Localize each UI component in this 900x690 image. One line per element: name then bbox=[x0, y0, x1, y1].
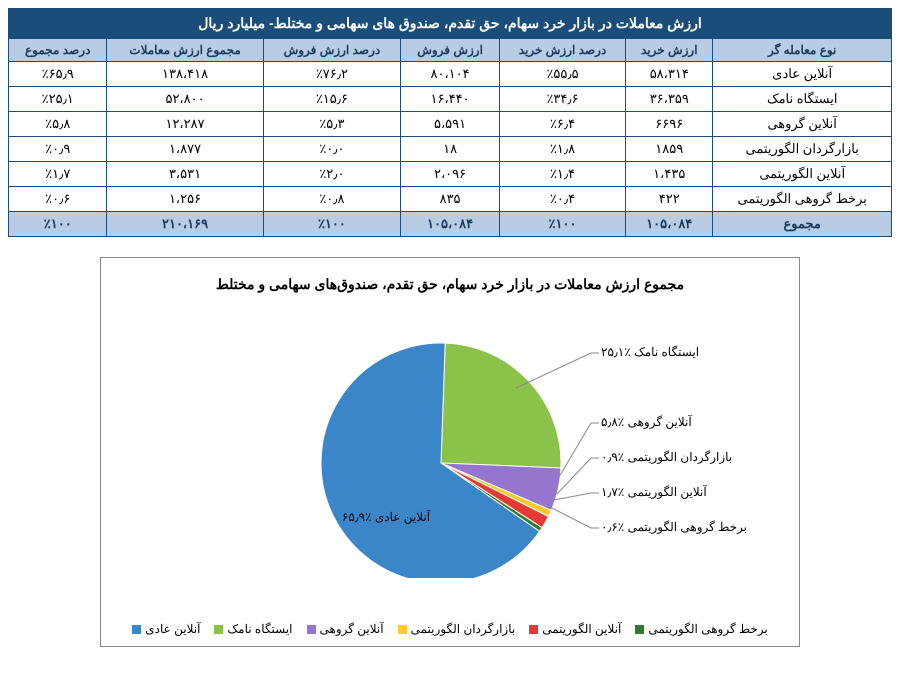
col-header: مجموع ارزش معاملات bbox=[107, 39, 263, 62]
table-cell: ۸۳۵ bbox=[401, 187, 500, 212]
table-cell: ۱۸۵۹ bbox=[626, 137, 713, 162]
table-cell: ٪۵۵٫۵ bbox=[499, 62, 625, 87]
table-cell: ٪۱٫۸ bbox=[499, 137, 625, 162]
table-cell: ٪۲۵٫۱ bbox=[9, 87, 107, 112]
table-cell: برخط گروهی الگوریتمی bbox=[713, 187, 892, 212]
table-row: برخط گروهی الگوریتمی۴۲۲٪۰٫۴۸۳۵٪۰٫۸۱،۲۵۶٪… bbox=[9, 187, 892, 212]
legend-swatch bbox=[214, 625, 223, 634]
legend-item: آنلاین الگوریتمی bbox=[529, 622, 621, 636]
legend-label: آنلاین گروهی bbox=[320, 622, 384, 636]
table-cell: ٪۵٫۸ bbox=[9, 112, 107, 137]
table-cell: آنلاین الگوریتمی bbox=[713, 162, 892, 187]
table-cell: ۱۸ bbox=[401, 137, 500, 162]
table-cell: بازارگردان الگوریتمی bbox=[713, 137, 892, 162]
table-cell: ۲،۰۹۶ bbox=[401, 162, 500, 187]
table-cell: ٪۰٫۹ bbox=[9, 137, 107, 162]
legend-item: ایستگاه نامک bbox=[214, 622, 292, 636]
table-cell: ٪۰٫۰ bbox=[263, 137, 401, 162]
pie-slice bbox=[441, 343, 561, 468]
footer-cell: ۱۰۵،۰۸۴ bbox=[401, 212, 500, 237]
legend-swatch bbox=[529, 625, 538, 634]
footer-cell: ۲۱۰،۱۶۹ bbox=[107, 212, 263, 237]
legend-label: آنلاین الگوریتمی bbox=[542, 622, 621, 636]
table-cell: ۶۶۹۶ bbox=[626, 112, 713, 137]
pie-inner-label: آنلاین عادی ٪۶۵٫۹ bbox=[326, 510, 446, 524]
pie-outer-label: ایستگاه نامک ٪۲۵٫۱ bbox=[601, 345, 699, 359]
table-cell: ۱،۲۵۶ bbox=[107, 187, 263, 212]
table-title: ارزش معاملات در بازار خرد سهام، حق تقدم،… bbox=[9, 9, 892, 39]
legend-label: آنلاین عادی bbox=[145, 622, 200, 636]
table-row: بازارگردان الگوریتمی۱۸۵۹٪۱٫۸۱۸٪۰٫۰۱،۸۷۷٪… bbox=[9, 137, 892, 162]
table-cell: ۳،۵۳۱ bbox=[107, 162, 263, 187]
table-footer-row: مجموع ۱۰۵،۰۸۴ ٪۱۰۰ ۱۰۵،۰۸۴ ٪۱۰۰ ۲۱۰،۱۶۹ … bbox=[9, 212, 892, 237]
legend-swatch bbox=[398, 625, 407, 634]
table-cell: ۳۶،۳۵۹ bbox=[626, 87, 713, 112]
col-header: درصد ارزش خرید bbox=[499, 39, 625, 62]
chart-legend: آنلاین عادی ایستگاه نامک آنلاین گروهی بازار… bbox=[101, 622, 799, 636]
table-cell: ٪۰٫۸ bbox=[263, 187, 401, 212]
legend-swatch bbox=[132, 625, 141, 634]
table-cell: آنلاین عادی bbox=[713, 62, 892, 87]
legend-item: بازارگردان الگوریتمی bbox=[398, 622, 516, 636]
table-cell: ٪۵٫۳ bbox=[263, 112, 401, 137]
table-cell: ٪۱٫۷ bbox=[9, 162, 107, 187]
col-header: ارزش فروش bbox=[401, 39, 500, 62]
table-cell: ۵۲،۸۰۰ bbox=[107, 87, 263, 112]
legend-item: برخط گروهی الگوریتمی bbox=[635, 622, 767, 636]
table-cell: ایستگاه نامک bbox=[713, 87, 892, 112]
table-cell: ٪۳۴٫۶ bbox=[499, 87, 625, 112]
table-cell: ۱۲،۲۸۷ bbox=[107, 112, 263, 137]
table-cell: ٪۱۵٫۶ bbox=[263, 87, 401, 112]
legend-label: برخط گروهی الگوریتمی bbox=[648, 622, 767, 636]
transactions-table: ارزش معاملات در بازار خرد سهام، حق تقدم،… bbox=[8, 8, 892, 237]
footer-cell: مجموع bbox=[713, 212, 892, 237]
table-row: آنلاین گروهی۶۶۹۶٪۶٫۴۵،۵۹۱٪۵٫۳۱۲،۲۸۷٪۵٫۸ bbox=[9, 112, 892, 137]
legend-item: آنلاین گروهی bbox=[307, 622, 384, 636]
table-cell: ۱،۴۳۵ bbox=[626, 162, 713, 187]
table-row: آنلاین الگوریتمی۱،۴۳۵٪۱٫۴۲،۰۹۶٪۲٫۰۳،۵۳۱٪… bbox=[9, 162, 892, 187]
table-cell: ۵،۵۹۱ bbox=[401, 112, 500, 137]
footer-cell: ٪۱۰۰ bbox=[9, 212, 107, 237]
table-row: ایستگاه نامک۳۶،۳۵۹٪۳۴٫۶۱۶،۴۴۰٪۱۵٫۶۵۲،۸۰۰… bbox=[9, 87, 892, 112]
chart-title: مجموع ارزش معاملات در بازار خرد سهام، حق… bbox=[101, 276, 799, 293]
table-cell: ٪۶٫۴ bbox=[499, 112, 625, 137]
table-cell: ۱۳۸،۴۱۸ bbox=[107, 62, 263, 87]
legend-label: ایستگاه نامک bbox=[227, 622, 292, 636]
footer-cell: ٪۱۰۰ bbox=[499, 212, 625, 237]
col-header: ارزش خرید bbox=[626, 39, 713, 62]
table-cell: ۸۰،۱۰۴ bbox=[401, 62, 500, 87]
legend-swatch bbox=[307, 625, 316, 634]
table-cell: ٪۰٫۴ bbox=[499, 187, 625, 212]
table-cell: ٪۶۵٫۹ bbox=[9, 62, 107, 87]
col-header: نوع معامله گر bbox=[713, 39, 892, 62]
table-cell: ۴۲۲ bbox=[626, 187, 713, 212]
col-header: درصد مجموع bbox=[9, 39, 107, 62]
table-cell: ٪۲٫۰ bbox=[263, 162, 401, 187]
table-cell: ۱۶،۴۴۰ bbox=[401, 87, 500, 112]
footer-cell: ٪۱۰۰ bbox=[263, 212, 401, 237]
legend-label: بازارگردان الگوریتمی bbox=[411, 622, 516, 636]
legend-swatch bbox=[635, 625, 644, 634]
pie-outer-label: آنلاین الگوریتمی ٪۱٫۷ bbox=[601, 485, 707, 499]
footer-cell: ۱۰۵،۰۸۴ bbox=[626, 212, 713, 237]
table-cell: ۵۸،۳۱۴ bbox=[626, 62, 713, 87]
table-cell: ۱،۸۷۷ bbox=[107, 137, 263, 162]
pie-wrap: ایستگاه نامک ٪۲۵٫۱ آنلاین گروهی ٪۵٫۸ بازار… bbox=[101, 293, 799, 583]
table-cell: ٪۷۶٫۲ bbox=[263, 62, 401, 87]
col-header: درصد ارزش فروش bbox=[263, 39, 401, 62]
table-cell: ٪۱٫۴ bbox=[499, 162, 625, 187]
legend-item: آنلاین عادی bbox=[132, 622, 200, 636]
pie-outer-label: بازارگردان الگوریتمی ٪۰٫۹ bbox=[601, 450, 732, 464]
table-cell: آنلاین گروهی bbox=[713, 112, 892, 137]
pie-outer-label: آنلاین گروهی ٪۵٫۸ bbox=[601, 415, 692, 429]
table-header-row: نوع معامله گر ارزش خرید درصد ارزش خرید ا… bbox=[9, 39, 892, 62]
pie-chart-container: مجموع ارزش معاملات در بازار خرد سهام، حق… bbox=[100, 257, 800, 647]
table-cell: ٪۰٫۶ bbox=[9, 187, 107, 212]
table-row: آنلاین عادی۵۸،۳۱۴٪۵۵٫۵۸۰،۱۰۴٪۷۶٫۲۱۳۸،۴۱۸… bbox=[9, 62, 892, 87]
pie-outer-label: برخط گروهی الگوریتمی ٪۰٫۶ bbox=[601, 520, 747, 534]
